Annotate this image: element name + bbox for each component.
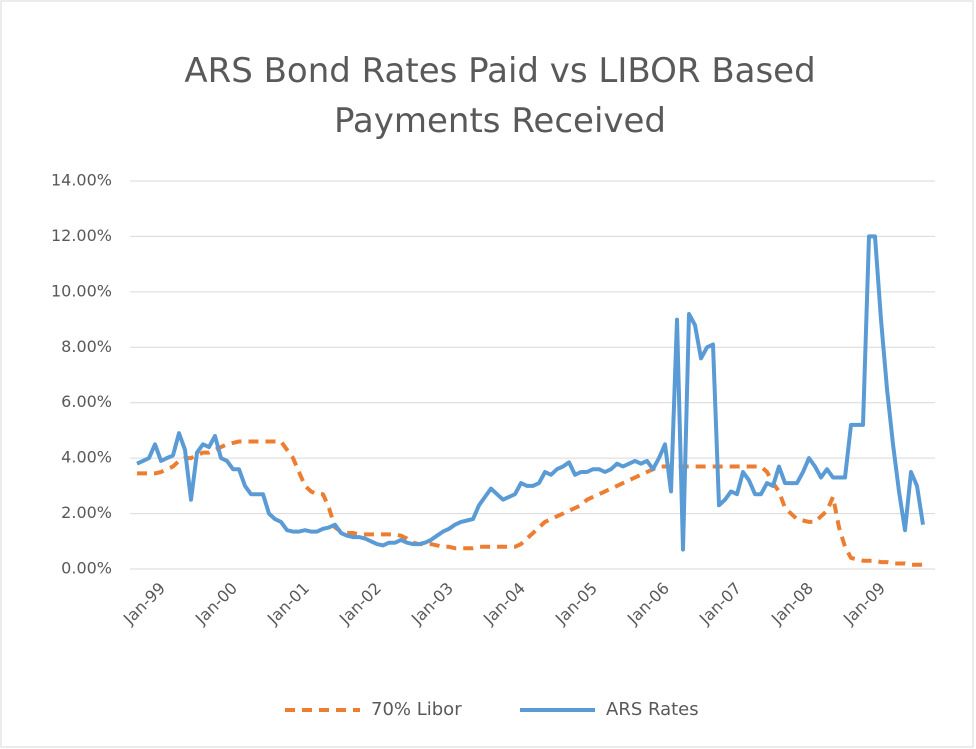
chart-title: ARS Bond Rates Paid vs LIBOR Based Paymen… [184, 51, 815, 141]
y-tick-label: 14.00% [51, 171, 112, 190]
series-line [136, 234, 925, 552]
title-line: Payments Received [334, 101, 666, 141]
series-line [137, 439, 923, 567]
y-tick-label: 8.00% [61, 337, 112, 356]
title-line: ARS Bond Rates Paid vs LIBOR Based [184, 51, 815, 91]
y-tick-label: 12.00% [51, 226, 112, 245]
y-tick-label: 10.00% [51, 281, 112, 300]
legend-label: 70% Libor [371, 699, 462, 720]
y-tick-label: 6.00% [61, 392, 112, 411]
y-tick-label: 4.00% [61, 448, 112, 467]
y-tick-label: 2.00% [61, 503, 112, 522]
legend-label: ARS Rates [606, 699, 699, 720]
y-tick-label: 0.00% [61, 559, 112, 578]
